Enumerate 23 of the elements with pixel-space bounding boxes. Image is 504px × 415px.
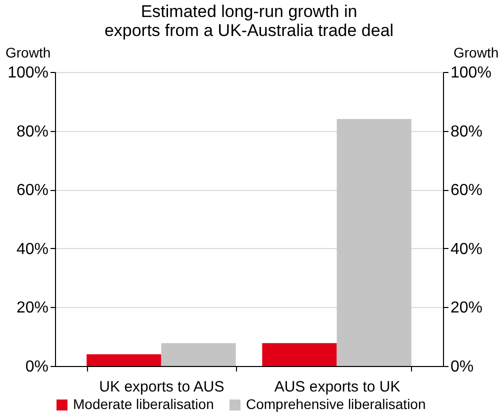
y-tick-label: 40% [16,240,48,258]
y2-tick-label: 100% [450,64,492,82]
y2-tick-label: 80% [450,123,483,140]
chart-title: Estimated long-run growth in exports from a UK-Australia trade deal [104,2,394,40]
bar [336,119,412,366]
y2-tick-label: 20% [450,300,483,317]
y2-tick-label: 40% [450,240,483,258]
y2-axis-title: Growth [454,44,499,60]
x-tick-label: AUS exports to UK [274,378,400,396]
legend-label: Moderate liberalisation [73,396,214,412]
bar [86,354,162,366]
y-tick-label: 0% [25,358,48,376]
bar [262,343,337,366]
bar [161,343,236,366]
y-tick-label: 20% [16,300,48,317]
x-tick-label: UK exports to AUS [99,378,224,396]
y-tick-label: 80% [16,123,48,140]
y2-tick-label: 60% [450,182,483,200]
y-tick-label: 100% [8,64,48,82]
legend-label: Comprehensive liberalisation [246,396,426,412]
y-axis-title: Growth [6,44,51,60]
y-tick-label: 60% [16,182,48,200]
y2-tick-label: 0% [450,358,474,376]
